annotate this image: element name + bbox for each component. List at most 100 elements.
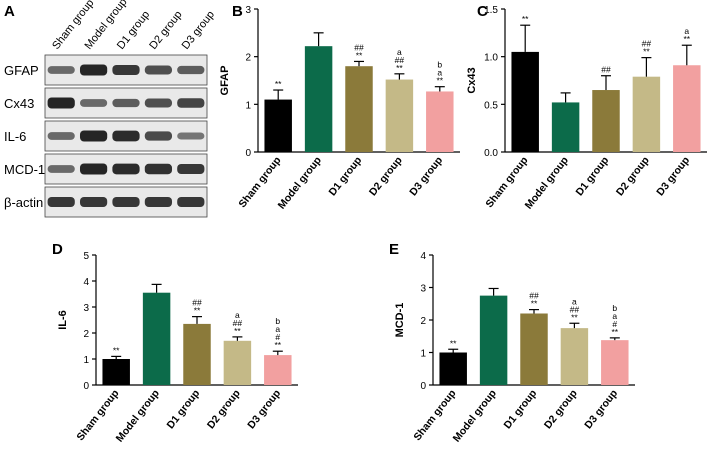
y-tick-label: 0.0	[484, 148, 498, 159]
significance-label: **	[396, 63, 403, 73]
panel-letter-c: C	[477, 3, 488, 20]
y-tick-label: 1.0	[484, 53, 498, 64]
x-tick-label-d3-group: D3 group	[245, 387, 283, 431]
significance-label: ##	[354, 42, 364, 52]
y-axis-label: GFAP	[219, 66, 231, 96]
significance-label: **	[571, 312, 578, 322]
significance-label: ##	[529, 291, 539, 301]
significance-label: **	[683, 34, 690, 44]
y-tick-label: 1	[420, 349, 426, 360]
blot-band	[112, 130, 140, 142]
significance-label: a	[235, 310, 240, 320]
blot-band	[47, 165, 75, 173]
blot-band	[177, 98, 205, 108]
significance-label: a	[437, 68, 442, 78]
panel-letter-e: E	[389, 241, 399, 258]
significance-label: ##	[642, 39, 652, 49]
bar-d1-group	[345, 66, 373, 152]
bar-d1-group	[520, 313, 548, 385]
significance-label: a	[684, 26, 689, 36]
significance-label: **	[274, 340, 281, 350]
blot-band	[144, 65, 173, 75]
blot-band	[177, 196, 205, 208]
bar-d3-group	[426, 91, 454, 152]
significance-label: **	[234, 326, 241, 336]
bar-sham-group	[102, 359, 130, 385]
bar-d2-group	[632, 76, 661, 152]
x-tick-label-d3-group: D3 group	[582, 387, 620, 431]
significance-label: **	[531, 299, 538, 309]
x-tick-label-model-group: Model group	[114, 387, 162, 444]
bar-d3-group	[264, 355, 292, 385]
bar-model-group	[304, 46, 333, 152]
bar-model-group	[479, 295, 508, 385]
bar-d3-group	[601, 340, 629, 385]
x-tick-label-model-group: Model group	[276, 154, 324, 211]
significance-label: b	[612, 303, 617, 313]
y-tick-label: 3	[245, 5, 251, 16]
significance-label: #	[612, 319, 617, 329]
x-tick-label-d1-group: D1 group	[574, 154, 612, 198]
blot-band	[79, 64, 108, 76]
blot-row-label-gfap: GFAP	[4, 63, 39, 78]
significance-label: **	[436, 76, 443, 86]
blot-band	[177, 132, 205, 140]
y-tick-label: 2	[420, 316, 426, 327]
y-tick-label: 1	[83, 355, 89, 366]
blot-band	[144, 131, 173, 141]
significance-label: **	[194, 306, 201, 316]
blot-band	[79, 163, 108, 175]
x-tick-label-d3-group: D3 group	[654, 154, 692, 198]
y-tick-label: 0	[83, 381, 89, 392]
y-tick-label: 2	[83, 329, 89, 340]
blot-band	[112, 64, 140, 76]
blot-band	[112, 163, 140, 175]
blot-band	[144, 196, 173, 208]
significance-label: b	[437, 60, 442, 70]
bar-model-group	[551, 102, 580, 152]
x-tick-label-d2-group: D2 group	[367, 154, 405, 198]
significance-label: ##	[192, 298, 202, 308]
blot-group-label-d3-group: D3 group	[180, 9, 217, 52]
significance-label: **	[611, 327, 618, 337]
significance-label: **	[450, 338, 457, 348]
x-tick-label-d1-group: D1 group	[327, 154, 365, 198]
significance-label: ##	[395, 55, 405, 65]
y-tick-label: 3	[420, 284, 426, 295]
panel-letter-a: A	[4, 3, 15, 20]
significance-label: a	[397, 47, 402, 57]
bar-d2-group	[385, 79, 414, 152]
bar-sham-group	[264, 99, 292, 152]
blot-row-label-mcd-1: MCD-1	[4, 162, 45, 177]
blot-band	[47, 196, 75, 208]
bar-d1-group	[592, 90, 620, 152]
bar-sham-group	[439, 352, 467, 385]
y-axis-label: MCD-1	[394, 303, 406, 338]
y-tick-label: 0.5	[484, 100, 498, 111]
bar-d1-group	[183, 323, 211, 385]
blot-band	[47, 132, 75, 140]
y-tick-label: 2	[245, 53, 251, 64]
blot-band	[177, 163, 205, 175]
significance-label: **	[643, 47, 650, 57]
significance-label: ##	[570, 304, 580, 314]
significance-label: a	[275, 324, 280, 334]
blot-row-label-actin: β-actin	[4, 195, 43, 210]
significance-label: a	[612, 311, 617, 321]
x-tick-label-d2-group: D2 group	[614, 154, 652, 198]
x-tick-label-d1-group: D1 group	[502, 387, 540, 431]
y-tick-label: 4	[420, 251, 426, 262]
bar-sham-group	[511, 51, 539, 152]
blot-band	[112, 196, 140, 208]
y-axis-label: Cx43	[466, 67, 478, 93]
x-tick-label-d3-group: D3 group	[407, 154, 445, 198]
blot-group-label-d2-group: D2 group	[147, 9, 184, 52]
y-tick-label: 1	[245, 100, 251, 111]
significance-label: ##	[233, 318, 243, 328]
